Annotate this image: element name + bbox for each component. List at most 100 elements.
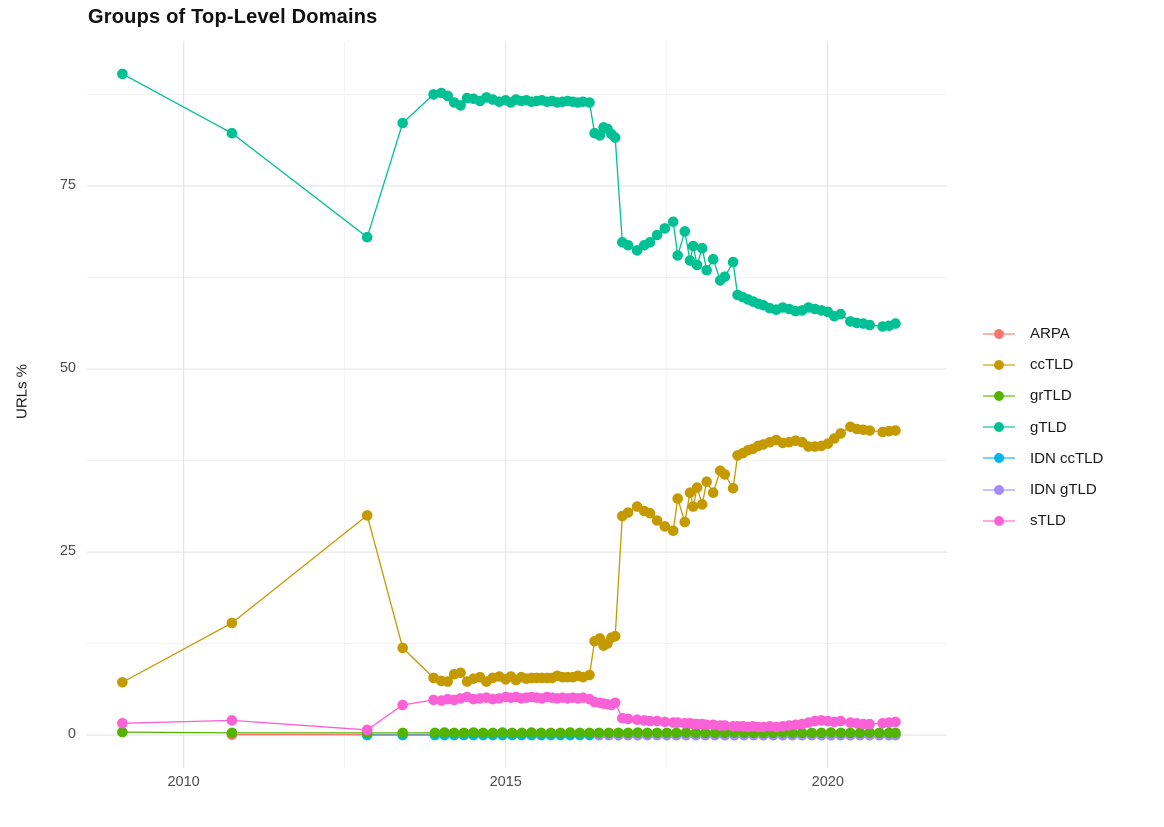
legend-dot-icon <box>994 328 1004 339</box>
data-point <box>455 100 466 111</box>
data-point <box>442 676 454 687</box>
data-point <box>667 216 679 228</box>
data-point <box>806 727 817 739</box>
data-point <box>613 727 624 739</box>
data-point <box>477 727 489 739</box>
data-point <box>727 256 739 268</box>
legend-item-arpa: ARPA <box>983 318 1103 349</box>
data-point <box>696 242 708 254</box>
legend-item-idn-cctld: IDN ccTLD <box>983 443 1103 474</box>
data-point <box>835 428 846 439</box>
data-point <box>642 727 653 739</box>
data-point <box>397 117 409 129</box>
data-point <box>622 240 634 251</box>
legend-label: ARPA <box>1030 325 1070 343</box>
data-point <box>835 715 846 727</box>
data-point <box>226 617 238 629</box>
data-point <box>659 716 671 728</box>
data-point <box>825 727 837 738</box>
data-point <box>609 630 621 642</box>
data-point <box>707 253 719 265</box>
data-point <box>864 718 875 730</box>
y-tick-label: 25 <box>59 543 76 560</box>
data-point <box>594 130 606 141</box>
data-point <box>428 694 439 706</box>
series-line <box>122 73 896 328</box>
legend-dot-icon <box>994 422 1004 433</box>
legend-key-icon <box>983 421 1015 433</box>
data-point <box>361 724 373 736</box>
data-point <box>701 264 712 276</box>
data-point <box>679 516 691 528</box>
legend-key-icon <box>983 359 1015 371</box>
data-point <box>593 727 605 739</box>
data-point <box>659 223 671 234</box>
legend-label: grTLD <box>1030 387 1072 405</box>
legend-dot-icon <box>994 390 1004 401</box>
series-gtld <box>117 68 901 332</box>
legend-item-stld: sTLD <box>983 505 1103 536</box>
data-point <box>890 716 901 728</box>
legend-dot-icon <box>994 484 1004 495</box>
data-point <box>632 727 644 738</box>
data-point <box>691 482 703 493</box>
data-point <box>707 487 719 499</box>
data-point <box>603 727 615 739</box>
data-point <box>835 308 846 320</box>
data-point <box>719 469 731 480</box>
legend-label: IDN gTLD <box>1030 481 1097 499</box>
data-point <box>690 727 702 739</box>
data-point <box>397 642 409 654</box>
data-point <box>439 727 450 738</box>
data-point <box>442 90 454 102</box>
data-point <box>497 727 508 738</box>
data-point <box>816 727 827 739</box>
chart-title: Groups of Top-Level Domains <box>88 6 378 28</box>
data-point <box>117 677 128 688</box>
data-point <box>727 483 739 494</box>
data-point <box>506 727 518 739</box>
y-tick-label: 50 <box>59 359 76 376</box>
data-point <box>526 727 537 738</box>
data-point <box>516 727 528 739</box>
legend-dot-icon <box>994 359 1004 370</box>
data-point <box>564 727 576 738</box>
data-point <box>709 727 721 739</box>
data-point <box>854 727 866 739</box>
data-point <box>687 501 699 512</box>
data-point <box>890 425 901 436</box>
data-point <box>584 97 595 108</box>
data-point <box>700 727 711 739</box>
data-point <box>361 510 373 521</box>
data-point <box>890 318 901 329</box>
data-point <box>361 231 373 243</box>
data-point <box>659 521 671 532</box>
data-point <box>117 718 128 729</box>
data-point <box>680 727 692 738</box>
legend-item-idn-gtld: IDN gTLD <box>983 474 1103 505</box>
data-point <box>622 713 634 725</box>
data-point <box>226 715 238 726</box>
data-point <box>864 425 875 436</box>
legend-label: ccTLD <box>1030 356 1074 374</box>
data-point <box>671 727 682 739</box>
data-point <box>667 525 679 537</box>
legend-label: sTLD <box>1030 512 1066 530</box>
data-point <box>584 669 595 681</box>
data-point <box>622 507 634 518</box>
data-point <box>555 727 566 739</box>
data-point <box>397 727 409 739</box>
data-point <box>535 727 547 739</box>
data-point <box>429 727 441 739</box>
x-tick-label: 2020 <box>811 774 844 790</box>
data-point <box>226 727 238 739</box>
data-point <box>226 127 238 139</box>
data-point <box>574 727 586 739</box>
data-point <box>696 499 708 510</box>
data-point <box>117 726 128 738</box>
legend-key-icon <box>983 484 1015 496</box>
data-point <box>672 250 683 261</box>
data-point <box>644 507 656 519</box>
